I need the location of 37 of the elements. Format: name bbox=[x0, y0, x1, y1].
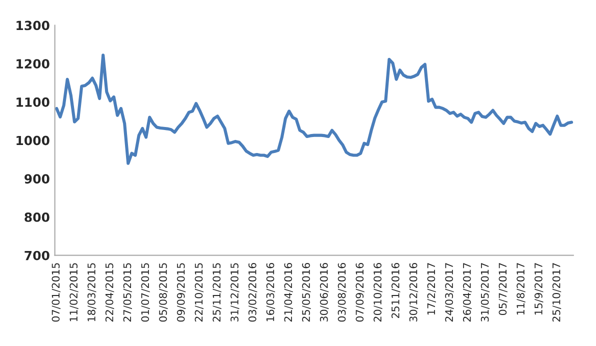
x-tick-label: 26/04/2017 bbox=[463, 263, 472, 322]
y-tick-label: 1100 bbox=[16, 97, 50, 107]
x-tick-label: 2511/2016 bbox=[391, 262, 400, 318]
x-tick-label: 30/06/2016 bbox=[320, 262, 329, 322]
x-tick-label: 24/03/2017 bbox=[445, 263, 454, 322]
x-tick-label: 11/8/2017 bbox=[516, 263, 526, 315]
x-tick-label: 22/10/2015 bbox=[194, 263, 204, 322]
x-tick-label: 25/05/2016 bbox=[302, 262, 311, 322]
x-tick-label: 03/02/2016 bbox=[248, 262, 258, 322]
line-series bbox=[55, 54, 574, 165]
x-tick-label: 05/7/2017 bbox=[498, 263, 508, 316]
x-tick-label: 27/05/2015 bbox=[123, 263, 132, 322]
y-tick-label: 900 bbox=[24, 174, 50, 184]
y-tick-label: 800 bbox=[24, 212, 50, 222]
x-tick-label: 22/04/2015 bbox=[105, 263, 114, 322]
x-tick-label: 01/07/2015 bbox=[141, 263, 150, 322]
x-tick-label: 07/01/2015 bbox=[52, 263, 60, 322]
x-tick-label: 09/09/2015 bbox=[176, 263, 186, 322]
y-tick-label: 1300 bbox=[16, 20, 50, 30]
y-tick-label: 1000 bbox=[16, 136, 50, 146]
x-tick-label: 18/03/2015 bbox=[88, 263, 96, 322]
x-tick-label: 25/10/2017 bbox=[552, 263, 562, 322]
x-tick-label: 20/10/2016 bbox=[374, 262, 382, 322]
x-tick-label: 07/09/2016 bbox=[356, 262, 364, 322]
x-tick-label: 05/08/2015 bbox=[159, 263, 168, 322]
x-tick-label: 15/9/2017 bbox=[534, 263, 544, 315]
x-tick-label: 17/2/2017 bbox=[427, 263, 436, 315]
x-tick-label: 25/11/2015 bbox=[212, 263, 222, 322]
x-tick-label: 21/04/2016 bbox=[284, 262, 293, 322]
x-tick-label: 30/12/2016 bbox=[409, 262, 418, 322]
y-tick-label: 1200 bbox=[16, 59, 50, 69]
x-tick-label: 16/03/2016 bbox=[266, 262, 276, 322]
y-tick-label: 700 bbox=[24, 250, 50, 260]
x-tick-label: 31/05/2017 bbox=[480, 263, 490, 322]
x-tick-label: 11/02/2015 bbox=[70, 263, 78, 322]
x-tick-label: 31/12/2015 bbox=[230, 263, 240, 322]
x-tick-label: 03/08/2016 bbox=[338, 262, 347, 322]
